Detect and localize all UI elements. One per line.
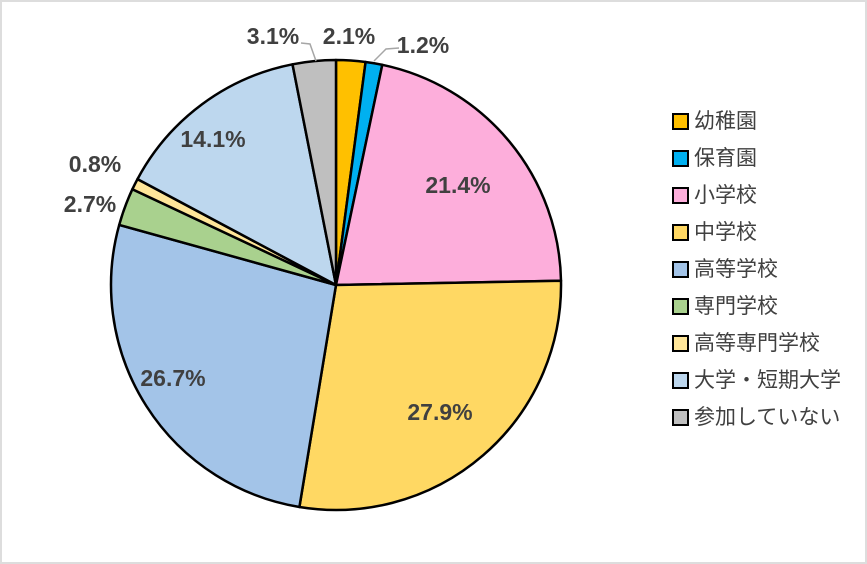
legend-swatch-nursery-school <box>672 150 689 167</box>
legend-item-junior-high-school: 中学校 <box>672 214 841 251</box>
legend-label-elementary-school: 小学校 <box>694 184 757 207</box>
legend-swatch-university-junior-college <box>672 372 689 389</box>
legend-label-university-junior-college: 大学・短期大学 <box>694 369 841 392</box>
legend-label-not-participating: 参加していない <box>694 406 841 429</box>
pie-data-label-elementary-school: 21.4% <box>425 172 490 198</box>
pie-data-label-not-participating: 3.1% <box>247 23 299 49</box>
pie-slice-junior-high-school <box>298 279 563 512</box>
legend-swatch-not-participating <box>672 409 689 426</box>
legend-item-high-school: 高等学校 <box>672 251 841 288</box>
legend-item-vocational-school: 専門学校 <box>672 288 841 325</box>
label-leader-line-nursery-school <box>373 47 400 62</box>
legend-item-not-participating: 参加していない <box>672 399 841 436</box>
pie-data-label-vocational-school: 2.7% <box>64 191 116 217</box>
pie-data-label-kindergarten: 2.1% <box>323 23 375 49</box>
pie-slice-elementary-school <box>334 63 563 287</box>
legend: 幼稚園保育園小学校中学校高等学校専門学校高等専門学校 大学・短期大学 参加していない <box>672 103 841 436</box>
legend-label-technical-college: 高等専門学校 <box>694 332 820 355</box>
pie-data-label-university-junior-college: 14.1% <box>180 126 245 152</box>
legend-swatch-vocational-school <box>672 298 689 315</box>
legend-label-high-school: 高等学校 <box>694 258 778 281</box>
pie-data-label-nursery-school: 1.2% <box>397 32 449 58</box>
legend-item-elementary-school: 小学校 <box>672 177 841 214</box>
pie-data-label-high-school: 26.7% <box>140 365 205 391</box>
legend-item-nursery-school: 保育園 <box>672 140 841 177</box>
legend-swatch-elementary-school <box>672 187 689 204</box>
legend-swatch-kindergarten <box>672 113 689 130</box>
pie-data-label-junior-high-school: 27.9% <box>407 399 472 425</box>
legend-item-technical-college: 高等専門学校 <box>672 325 841 362</box>
legend-item-kindergarten: 幼稚園 <box>672 103 841 140</box>
legend-label-nursery-school: 保育園 <box>694 147 757 170</box>
pie-data-label-technical-college: 0.8% <box>69 151 121 177</box>
legend-swatch-technical-college <box>672 335 689 352</box>
legend-swatch-junior-high-school <box>672 224 689 241</box>
pie-slice-not-participating <box>291 58 338 287</box>
legend-label-junior-high-school: 中学校 <box>694 221 757 244</box>
legend-label-vocational-school: 専門学校 <box>694 295 778 318</box>
pie-slice-university-junior-college <box>136 63 338 287</box>
pie-slice-high-school <box>109 223 338 509</box>
label-leader-line-not-participating <box>300 42 317 62</box>
legend-label-kindergarten: 幼稚園 <box>694 110 757 133</box>
legend-swatch-high-school <box>672 261 689 278</box>
legend-item-university-junior-college: 大学・短期大学 <box>672 362 841 399</box>
